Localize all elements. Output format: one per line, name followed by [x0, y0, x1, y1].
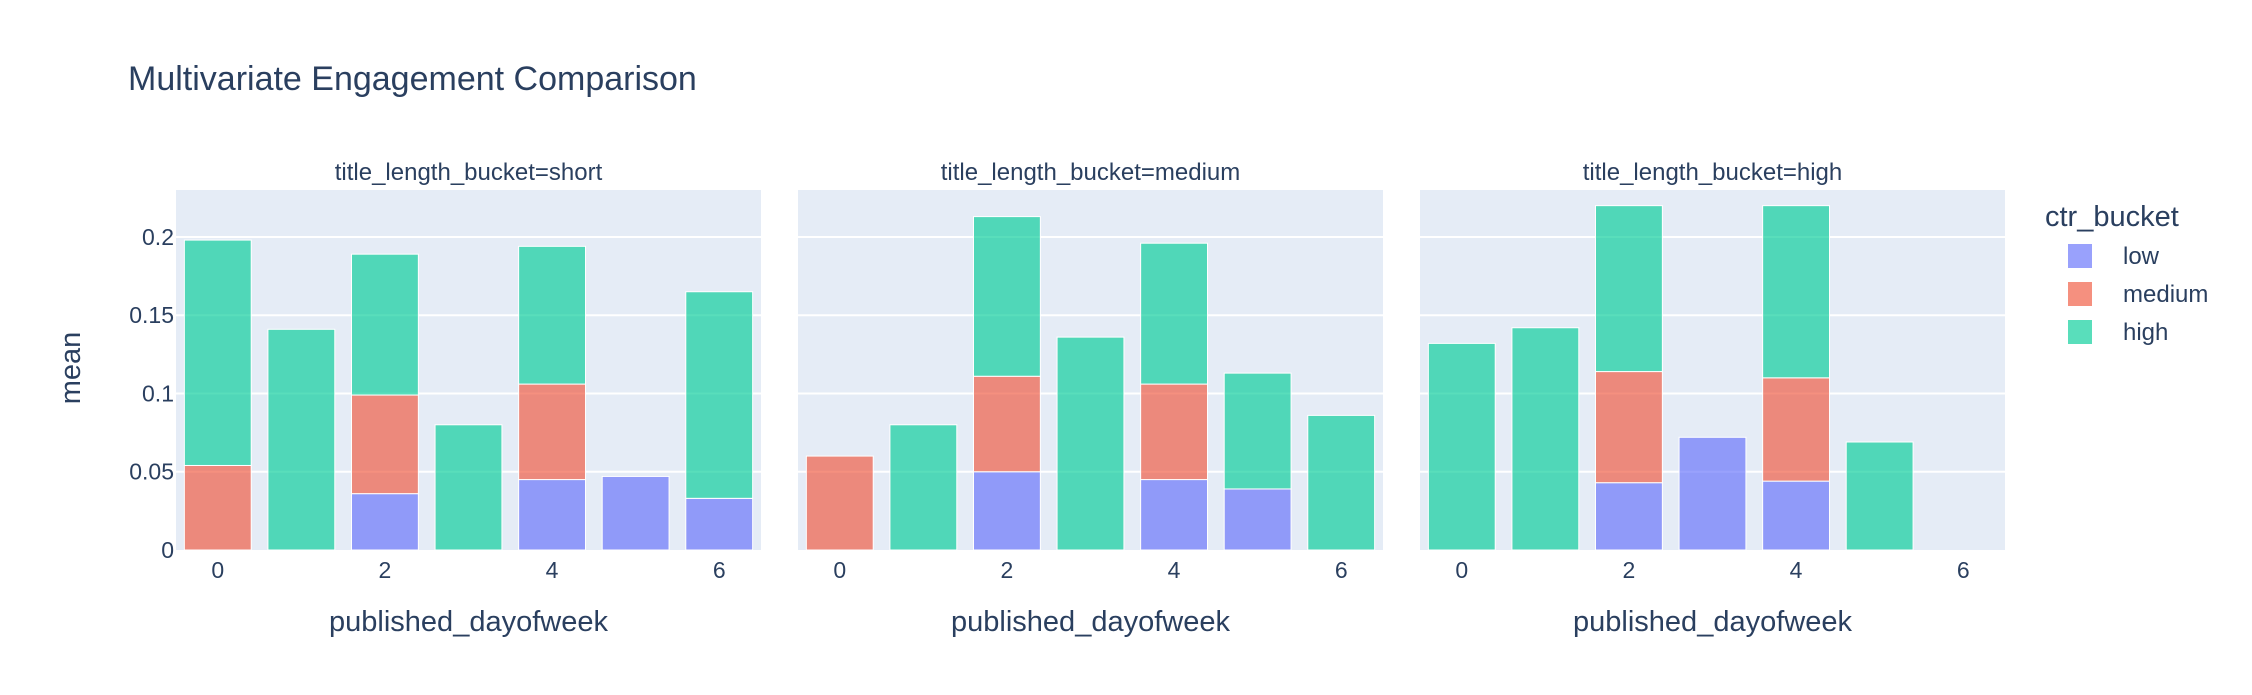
x-tick-label: 2: [1001, 557, 1014, 583]
bar-high-day-3[interactable]: [434, 424, 503, 551]
bar-low-day-4[interactable]: [518, 479, 587, 551]
bar-medium-day-2[interactable]: [973, 375, 1041, 473]
bar-medium-day-0[interactable]: [183, 464, 252, 551]
x-tick-label: 0: [1455, 557, 1468, 583]
bar-high-day-5[interactable]: [1223, 372, 1292, 490]
x-axis-title: published_dayofweek: [1573, 606, 1852, 638]
bar-medium-day-2[interactable]: [1595, 371, 1663, 484]
bar-medium-day-0[interactable]: [805, 455, 874, 551]
y-tick-label: 0.2: [142, 224, 174, 250]
bar-high-day-2[interactable]: [973, 216, 1041, 377]
x-tick-label: 4: [546, 557, 559, 583]
facet-panel-1: title_length_bucket=short 0 2 4 6 published_d…: [129, 159, 761, 638]
bar-low-day-2[interactable]: [1595, 482, 1663, 551]
bar-low-day-5[interactable]: [1223, 488, 1292, 551]
legend-label-low: low: [2123, 243, 2160, 270]
y-tick-label: 0: [161, 537, 174, 563]
legend-item-low[interactable]: low: [2068, 243, 2160, 270]
bar-high-day-6[interactable]: [685, 291, 754, 499]
x-tick-label: 4: [1790, 557, 1803, 583]
bar-high-day-4[interactable]: [1140, 242, 1208, 385]
x-tick-label: 4: [1168, 557, 1181, 583]
bar-low-day-3[interactable]: [1678, 436, 1747, 551]
bar-medium-day-2[interactable]: [351, 394, 419, 495]
legend-title: ctr_bucket: [2045, 201, 2179, 233]
legend-label-medium: medium: [2123, 281, 2208, 308]
bar-high-day-4[interactable]: [1762, 205, 1830, 379]
bar-medium-day-4[interactable]: [518, 383, 587, 481]
y-axis-title: mean: [55, 332, 87, 405]
legend-swatch-medium: [2068, 282, 2092, 306]
legend-label-high: high: [2123, 319, 2168, 346]
bar-high-day-0[interactable]: [1427, 342, 1496, 551]
bar-low-day-4[interactable]: [1140, 479, 1208, 551]
legend-item-high[interactable]: high: [2068, 319, 2168, 346]
y-tick-label: 0.1: [142, 380, 174, 406]
legend-item-medium[interactable]: medium: [2068, 281, 2208, 308]
bar-high-day-2[interactable]: [1595, 205, 1663, 373]
x-tick-label: 2: [379, 557, 392, 583]
bar-high-day-3[interactable]: [1056, 336, 1125, 551]
x-tick-label: 0: [211, 557, 224, 583]
legend: ctr_bucket low medium high: [2045, 201, 2208, 346]
chart-title: Multivariate Engagement Comparison: [128, 60, 697, 98]
bar-high-day-4[interactable]: [518, 245, 587, 385]
x-tick-label: 2: [1623, 557, 1636, 583]
bar-low-day-5[interactable]: [601, 475, 670, 551]
x-tick-label: 6: [1957, 557, 1970, 583]
bar-high-day-1[interactable]: [889, 424, 958, 551]
x-tick-label: 0: [833, 557, 846, 583]
facet-title: title_length_bucket=medium: [941, 159, 1241, 186]
bar-low-day-2[interactable]: [351, 493, 419, 551]
bar-high-day-0[interactable]: [183, 239, 252, 466]
bar-medium-day-4[interactable]: [1762, 377, 1830, 482]
bar-high-day-2[interactable]: [351, 253, 419, 396]
bar-high-day-1[interactable]: [267, 328, 336, 551]
bar-high-day-1[interactable]: [1511, 327, 1580, 551]
bar-low-day-4[interactable]: [1762, 480, 1830, 551]
legend-swatch-low: [2068, 244, 2092, 268]
facet-panel-2: title_length_bucket=medium 0 2 4 6 published_…: [798, 159, 1383, 638]
x-tick-label: 6: [1335, 557, 1348, 583]
x-axis-title: published_dayofweek: [329, 606, 608, 638]
x-tick-label: 6: [713, 557, 726, 583]
facet-title: title_length_bucket=short: [335, 159, 603, 186]
facet-panel-3: title_length_bucket=high 0 2 4 6 published_da…: [1420, 159, 2005, 638]
bar-medium-day-4[interactable]: [1140, 383, 1208, 481]
bar-low-day-2[interactable]: [973, 471, 1041, 551]
facet-group: title_length_bucket=short 0 2 4 6 published_d…: [129, 159, 2005, 638]
y-tick-label: 0.15: [129, 302, 174, 328]
bar-high-day-6[interactable]: [1307, 414, 1376, 551]
bar-high-day-5[interactable]: [1845, 441, 1914, 551]
bar-low-day-6[interactable]: [685, 497, 754, 551]
y-tick-label: 0.05: [129, 459, 174, 485]
x-axis-title: published_dayofweek: [951, 606, 1230, 638]
legend-swatch-high: [2068, 320, 2092, 344]
facet-title: title_length_bucket=high: [1583, 159, 1843, 186]
